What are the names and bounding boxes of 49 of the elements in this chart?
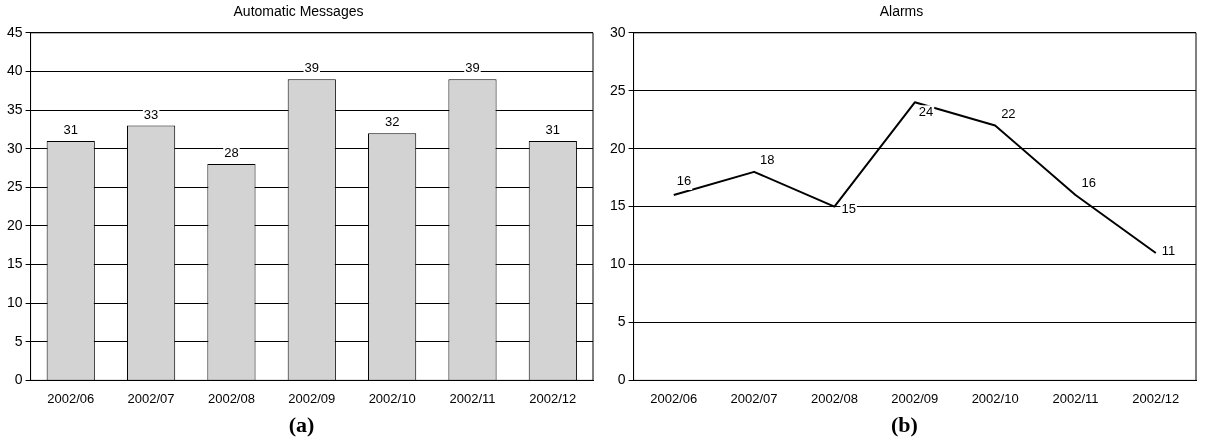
- data-label: 31: [545, 122, 561, 138]
- y-tick-label: 0: [617, 371, 626, 388]
- data-label: 33: [143, 106, 159, 122]
- x-tick-label: 2002/12: [529, 390, 577, 406]
- x-tick-label: 2002/09: [891, 390, 939, 406]
- y-tick-label: 5: [14, 332, 23, 349]
- y-tick-label: 20: [609, 139, 626, 156]
- y-tick-label: 30: [609, 23, 626, 40]
- y-tick-label: 35: [6, 100, 23, 117]
- y-tick-label: 15: [6, 255, 23, 272]
- y-tick-label: 5: [617, 313, 626, 330]
- data-label: 16: [676, 173, 692, 189]
- data-label: 22: [1001, 105, 1016, 121]
- y-tick-label: 0: [14, 371, 23, 388]
- data-label: 11: [1161, 243, 1176, 259]
- x-tick-label: 2002/07: [730, 390, 778, 406]
- y-tick-label: 20: [6, 216, 23, 233]
- data-label: 39: [304, 60, 320, 76]
- data-label: 15: [841, 200, 856, 216]
- chart-title: Alarms: [879, 3, 924, 20]
- data-label: 32: [384, 114, 400, 130]
- y-tick-label: 40: [6, 62, 23, 79]
- y-tick-label: 10: [609, 255, 626, 272]
- text: (b): [890, 412, 919, 438]
- y-tick-label: 25: [609, 81, 626, 98]
- x-tick-label: 2002/12: [1132, 390, 1180, 406]
- y-tick-label: 15: [609, 197, 626, 214]
- data-label: 31: [63, 122, 78, 138]
- x-tick-label: 2002/10: [368, 390, 416, 406]
- data-label: 28: [224, 145, 239, 161]
- x-tick-label: 2002/08: [810, 390, 858, 406]
- x-tick-label: 2002/11: [1052, 390, 1099, 406]
- x-tick-label: 2002/10: [971, 390, 1019, 406]
- y-tick-label: 30: [6, 139, 23, 156]
- x-tick-label: 2002/09: [288, 390, 336, 406]
- data-label: 39: [465, 60, 480, 76]
- chart-title: Automatic Messages: [233, 3, 364, 20]
- y-tick-label: 25: [6, 178, 23, 195]
- data-label: 24: [918, 104, 934, 120]
- x-tick-label: 2002/06: [47, 390, 95, 406]
- x-tick-label: 2002/08: [207, 390, 255, 406]
- data-label: 16: [1081, 175, 1096, 191]
- text: (a): [287, 412, 316, 438]
- x-tick-label: 2002/11: [449, 390, 496, 406]
- y-tick-label: 10: [6, 294, 23, 311]
- data-label: 18: [760, 151, 775, 167]
- x-tick-label: 2002/06: [650, 390, 698, 406]
- y-tick-label: 45: [6, 23, 23, 40]
- x-tick-label: 2002/07: [127, 390, 175, 406]
